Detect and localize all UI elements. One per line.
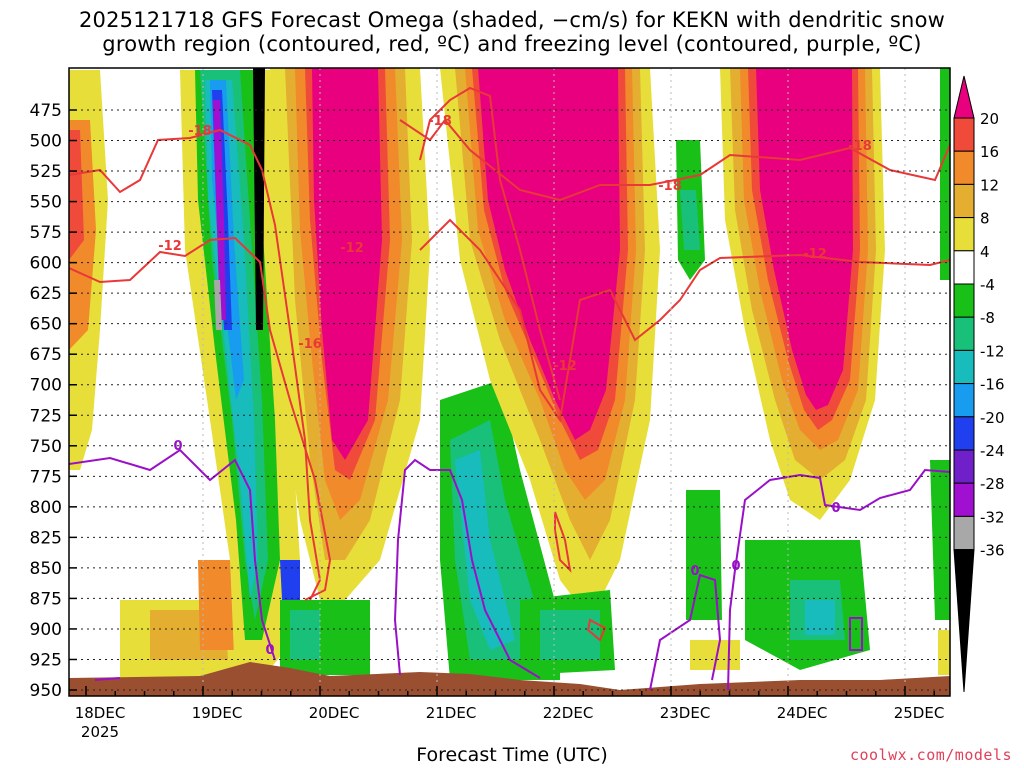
- y-tick-label: 575: [30, 223, 62, 243]
- colorbar-segment: [953, 482, 975, 517]
- colorbar-segment: [953, 449, 975, 484]
- y-tick-label: 950: [30, 681, 62, 701]
- colorbar-top-arrow: [953, 75, 975, 119]
- colorbar-label: -12: [980, 342, 1005, 360]
- colorbar-label: 12: [980, 176, 999, 194]
- freezing-contour-label: 0: [173, 439, 182, 454]
- colorbar-label: -16: [980, 376, 1005, 394]
- colorbar-label: -32: [980, 508, 1005, 526]
- colorbar-label: -4: [980, 276, 995, 294]
- x-year-label: 2025: [81, 723, 119, 741]
- y-tick-label: 750: [30, 437, 62, 457]
- colorbar-label: -8: [980, 309, 995, 327]
- freezing-level-contours: [69, 448, 950, 691]
- freezing-contour-labels: 0 0 0 0 0: [173, 439, 840, 658]
- plot-frame: [68, 67, 951, 697]
- freezing-contour-label: 0: [731, 559, 740, 574]
- y-axis: 475 500 525 550 575 600 625 650 675 700 725 750 775 8…: [30, 101, 77, 701]
- x-tick-label: 24DEC: [777, 704, 828, 722]
- colorbar-segment: [953, 250, 975, 285]
- colorbar-label: 8: [980, 210, 990, 228]
- colorbar-label: -24: [980, 442, 1005, 460]
- colorbar-label: -20: [980, 409, 1005, 427]
- y-tick-label: 500: [30, 132, 62, 152]
- colorbar-segment: [953, 150, 975, 185]
- credit-text: coolwx.com/models: [849, 746, 1012, 764]
- dgz-contour-label: -18: [428, 114, 452, 129]
- x-tick-label: 25DEC: [894, 704, 945, 722]
- x-axis-label: Forecast Time (UTC): [416, 744, 608, 766]
- y-tick-label: 900: [30, 620, 62, 640]
- colorbar-bottom-arrow: [953, 549, 975, 693]
- y-tick-label: 775: [30, 467, 62, 487]
- dgz-contour-label: -18: [658, 179, 682, 194]
- freezing-contour-label: 0: [831, 501, 840, 516]
- y-tick-label: 625: [30, 284, 62, 304]
- x-tick-label: 19DEC: [192, 704, 243, 722]
- x-tick-label: 18DEC: [75, 704, 126, 722]
- y-tick-label: 650: [30, 315, 62, 335]
- x-tick-label: 22DEC: [543, 704, 594, 722]
- dgz-contour-label: -16: [298, 337, 322, 352]
- dgz-contour-label: -12: [803, 247, 827, 262]
- y-tick-label: 875: [30, 589, 62, 609]
- dgz-contours: [69, 86, 950, 642]
- y-tick-label: 550: [30, 193, 62, 213]
- x-tick-label: 23DEC: [660, 704, 711, 722]
- colorbar-segment: [953, 515, 975, 551]
- colorbar-segment: [953, 217, 975, 252]
- y-tick-label: 700: [30, 376, 62, 396]
- chart-title-line1: 2025121718 GFS Forecast Omega (shaded, −…: [78, 8, 945, 32]
- colorbar-segment: [953, 283, 975, 318]
- x-tick-label: 21DEC: [426, 704, 477, 722]
- colorbar-segment: [953, 316, 975, 351]
- colorbar-label: 4: [980, 243, 990, 261]
- colorbar-segment: [953, 183, 975, 219]
- colorbar: 20 16 12 8 4 -4 -8 -12 -16 -20 -24 -28 -32 -36: [953, 75, 1005, 693]
- y-tick-label: 800: [30, 498, 62, 518]
- y-tick-label: 525: [30, 162, 62, 182]
- chart-title-line2: growth region (contoured, red, ºC) and f…: [102, 32, 922, 56]
- y-tick-label: 475: [30, 101, 62, 121]
- colorbar-label: -36: [980, 542, 1005, 560]
- y-tick-label: 675: [30, 345, 62, 365]
- dgz-contour-label: -18: [188, 124, 212, 139]
- colorbar-label: 16: [980, 143, 999, 161]
- colorbar-segment: [953, 383, 975, 418]
- x-tick-label: 20DEC: [309, 704, 360, 722]
- time-gridlines: [202, 68, 906, 696]
- y-tick-label: 850: [30, 559, 62, 579]
- dgz-contour-label: -12: [553, 359, 577, 374]
- freezing-contour-label: 0: [265, 643, 274, 658]
- y-tick-label: 725: [30, 406, 62, 426]
- colorbar-segment: [953, 416, 975, 451]
- y-tick-label: 825: [30, 528, 62, 548]
- dgz-contour-label: -12: [158, 239, 182, 254]
- dgz-contour-label: -18: [848, 139, 872, 154]
- dgz-contour-labels: -18 -18 -18 -18 -12 -12 -12 -12 -16: [158, 114, 872, 374]
- colorbar-segment: [953, 117, 975, 152]
- colorbar-segment: [953, 349, 975, 385]
- y-tick-label: 600: [30, 254, 62, 274]
- y-tick-label: 925: [30, 650, 62, 670]
- colorbar-label: 20: [980, 110, 999, 128]
- terrain-profile: [69, 662, 950, 696]
- omega-shading: [69, 68, 950, 680]
- colorbar-label: -28: [980, 475, 1005, 493]
- x-axis: 18DEC 19DEC 20DEC 21DEC 22DEC 23DEC 24DEC 25DEC…: [75, 686, 945, 741]
- dgz-contour-label: -12: [340, 241, 364, 256]
- freezing-contour-label: 0: [690, 564, 699, 579]
